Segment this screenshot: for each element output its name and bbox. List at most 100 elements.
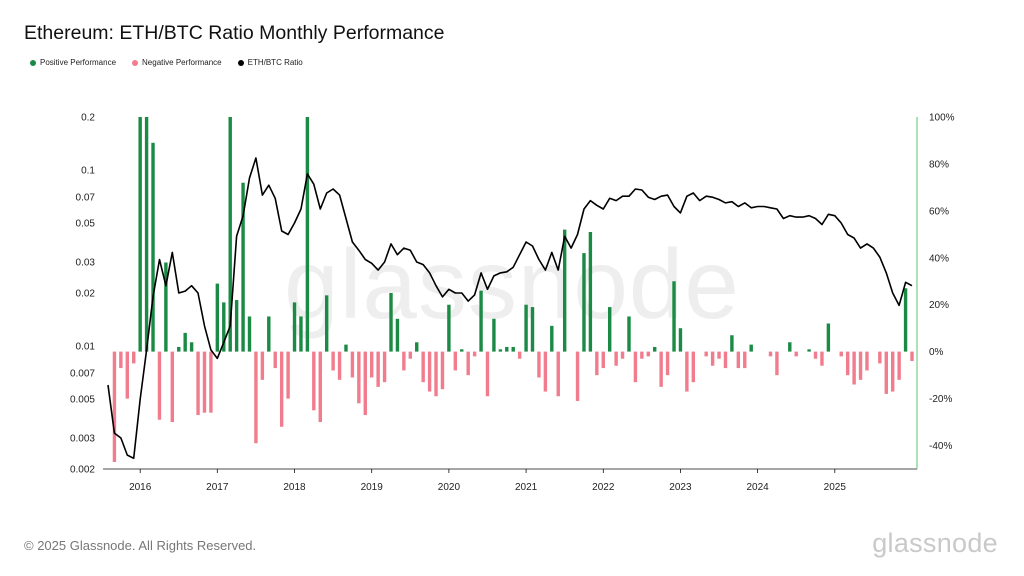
negative-bar (434, 351, 438, 397)
legend-item-ratio[interactable]: ETH/BTC Ratio (237, 58, 303, 67)
x-tick-label: 2017 (206, 482, 229, 493)
chart-title: Ethereum: ETH/BTC Ratio Monthly Performa… (24, 22, 445, 44)
right-tick-label: 20% (929, 300, 949, 311)
positive-bar (177, 346, 181, 352)
right-tick-label: 40% (929, 253, 949, 264)
positive-bar (215, 283, 220, 352)
negative-bar (337, 351, 342, 380)
negative-bar (273, 351, 277, 369)
negative-bar (717, 351, 721, 359)
ratio-dot-icon (237, 59, 244, 66)
right-tick-label: -20% (929, 394, 952, 405)
positive-bar (247, 316, 252, 352)
x-tick-label: 2021 (515, 482, 538, 493)
negative-bar (897, 351, 901, 380)
right-tick-label: 0% (929, 347, 944, 358)
negative-bar (710, 351, 715, 366)
negative-bar (125, 351, 129, 399)
negative-bar (196, 351, 200, 416)
negative-bar (891, 351, 895, 392)
legend-item-positive[interactable]: Positive Performance (30, 58, 116, 67)
x-tick-label: 2020 (438, 482, 461, 493)
positive-bar (492, 318, 496, 352)
left-tick-label: 0.01 (76, 342, 96, 353)
x-tick-label: 2019 (361, 482, 384, 493)
left-tick-label: 0.2 (81, 113, 95, 124)
positive-bar (550, 325, 554, 352)
positive-bar (267, 316, 271, 352)
x-tick-label: 2025 (824, 482, 847, 493)
left-axis-ticks: 0.2 0.1 0.07 0.05 0.03 0.02 0.01 0.007 0.005 0.00… (70, 113, 95, 476)
negative-bar (254, 351, 258, 444)
brand-logo-text: glassnode (872, 528, 998, 558)
positive-bar (460, 349, 464, 352)
negative-bar (318, 351, 322, 423)
positive-bar (144, 117, 149, 352)
positive-bar (234, 300, 239, 352)
x-tick-label: 2024 (746, 482, 769, 493)
negative-bar (736, 351, 741, 369)
negative-bar (858, 351, 863, 380)
negative-bar (421, 351, 425, 383)
negative-bar (691, 351, 696, 383)
negative-bar (286, 351, 290, 399)
right-axis-ticks: 100% 80% 60% 40% 20% 0% -20% -40% (929, 113, 955, 453)
negative-bar (723, 351, 728, 369)
negative-bar (601, 351, 605, 369)
left-tick-label: 0.02 (76, 289, 96, 300)
negative-bar (646, 351, 650, 357)
legend-label-negative: Negative Performance (142, 58, 222, 67)
negative-bar (408, 351, 412, 359)
positive-bar (562, 229, 567, 352)
negative-bar (376, 351, 380, 387)
negative-bar (820, 351, 824, 366)
positive-bar (151, 142, 155, 352)
x-tick-label: 2023 (669, 482, 692, 493)
positive-bar (389, 293, 393, 352)
negative-bar (427, 351, 432, 392)
negative-bar (575, 351, 580, 401)
legend-label-positive: Positive Performance (40, 58, 117, 67)
positive-bar (164, 262, 168, 352)
negative-bar (685, 351, 689, 392)
negative-dot-icon (132, 59, 139, 66)
negative-bar (331, 351, 335, 371)
negative-bar (517, 351, 522, 359)
negative-bar (485, 351, 490, 397)
left-tick-label: 0.003 (70, 434, 95, 445)
negative-bar (472, 351, 477, 357)
legend-item-negative[interactable]: Negative Performance (132, 58, 222, 67)
positive-bar (305, 117, 310, 352)
negative-bar (665, 351, 670, 376)
positive-bar (292, 302, 297, 352)
negative-bar (119, 351, 123, 369)
negative-bar (537, 351, 541, 378)
negative-bar (170, 351, 175, 423)
negative-bar (813, 351, 818, 359)
negative-bar (202, 351, 207, 413)
positive-bar (788, 342, 792, 352)
negative-bar (910, 351, 914, 362)
positive-bar (608, 307, 612, 352)
right-tick-label: 60% (929, 206, 949, 217)
right-tick-label: -40% (929, 441, 952, 452)
negative-bar (845, 351, 850, 376)
positive-bar (903, 288, 908, 352)
negative-bar (132, 351, 136, 364)
positive-bar (228, 117, 232, 352)
negative-bar (402, 351, 406, 371)
negative-bar (543, 351, 548, 392)
positive-bar (498, 349, 503, 352)
left-tick-label: 0.03 (76, 258, 96, 269)
x-tick-label: 2016 (129, 482, 152, 493)
positive-bar (415, 342, 419, 352)
negative-bar (614, 351, 618, 366)
positive-bar (678, 328, 683, 352)
positive-bar (505, 346, 509, 352)
negative-bar (878, 351, 882, 364)
positive-bar (222, 302, 226, 352)
positive-bar (627, 316, 631, 352)
ratio-line (107, 157, 913, 460)
bars-layer (112, 117, 914, 462)
